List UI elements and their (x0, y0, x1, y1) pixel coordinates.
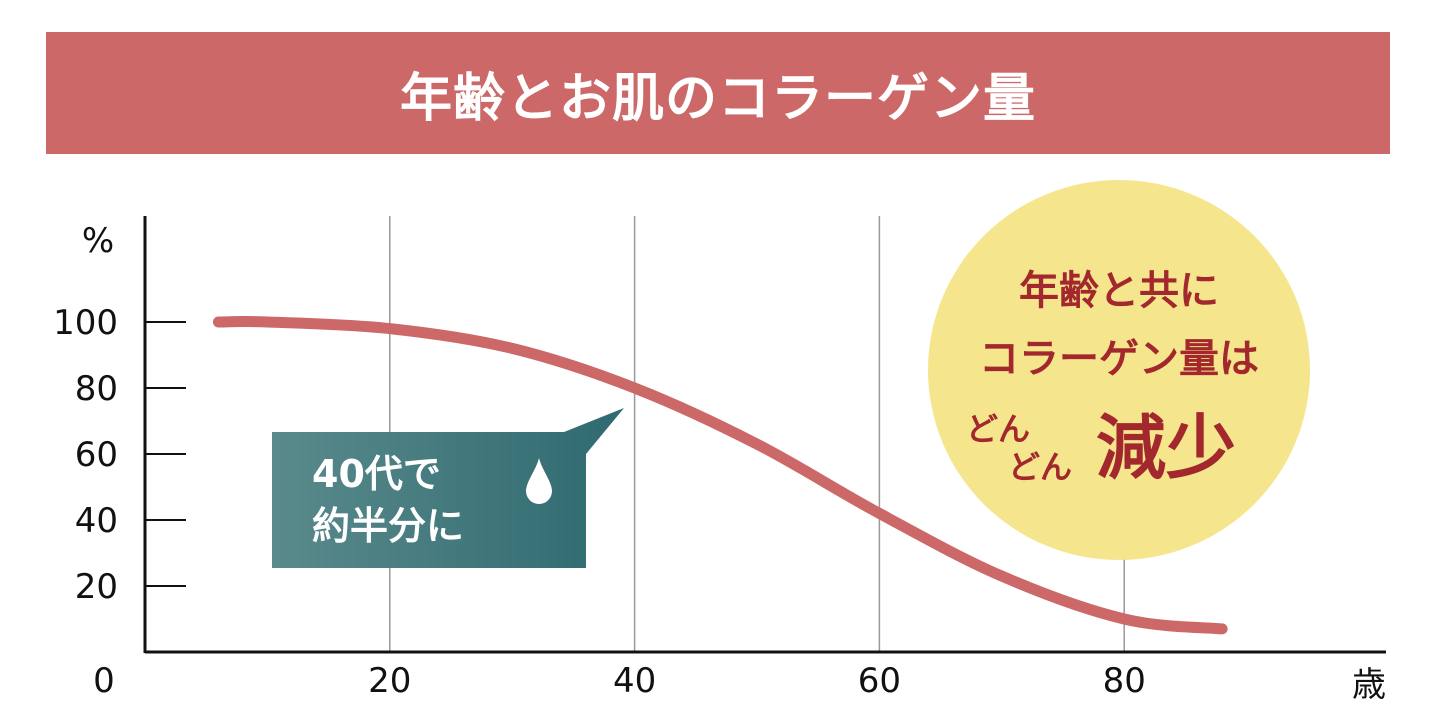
y-tick-label: 80 (75, 369, 118, 409)
x-tick-label: 80 (1103, 661, 1146, 701)
x-tick-label: 40 (613, 661, 656, 701)
water-drop-icon (526, 458, 552, 504)
y-tick-label: 20 (75, 567, 118, 607)
x-tick-label: 0 (93, 661, 115, 701)
y-tick-label: 100 (53, 303, 118, 343)
collagen-curve (212, 316, 1228, 635)
callout-line-1: 40代で (312, 452, 441, 496)
y-tick-label: 40 (75, 501, 118, 541)
bubble-line-2: コラーゲン量は (979, 336, 1259, 382)
highlight-bubble: 年齢と共に コラーゲン量は どん どん 減少 (928, 180, 1310, 560)
x-tick-label: 60 (858, 661, 901, 701)
y-tick-label: 60 (75, 435, 118, 475)
callout-line-2: 約半分に (312, 504, 465, 548)
bubble-small-2: どん (1008, 448, 1073, 486)
bubble-emphasis: 減少 (1096, 407, 1236, 489)
y-axis-unit: % (82, 221, 114, 261)
page-title: 年齢とお肌のコラーゲン量 (399, 68, 1036, 129)
callout-box: 40代で 約半分に (272, 408, 624, 568)
title-banner: 年齢とお肌のコラーゲン量 (46, 32, 1390, 154)
bubble-line-1: 年齢と共に (1019, 268, 1219, 314)
callout-shape (272, 408, 624, 568)
bubble-small-1: どん (966, 410, 1031, 448)
x-axis-unit: 歳 (1352, 665, 1386, 705)
x-tick-label: 20 (368, 661, 411, 701)
